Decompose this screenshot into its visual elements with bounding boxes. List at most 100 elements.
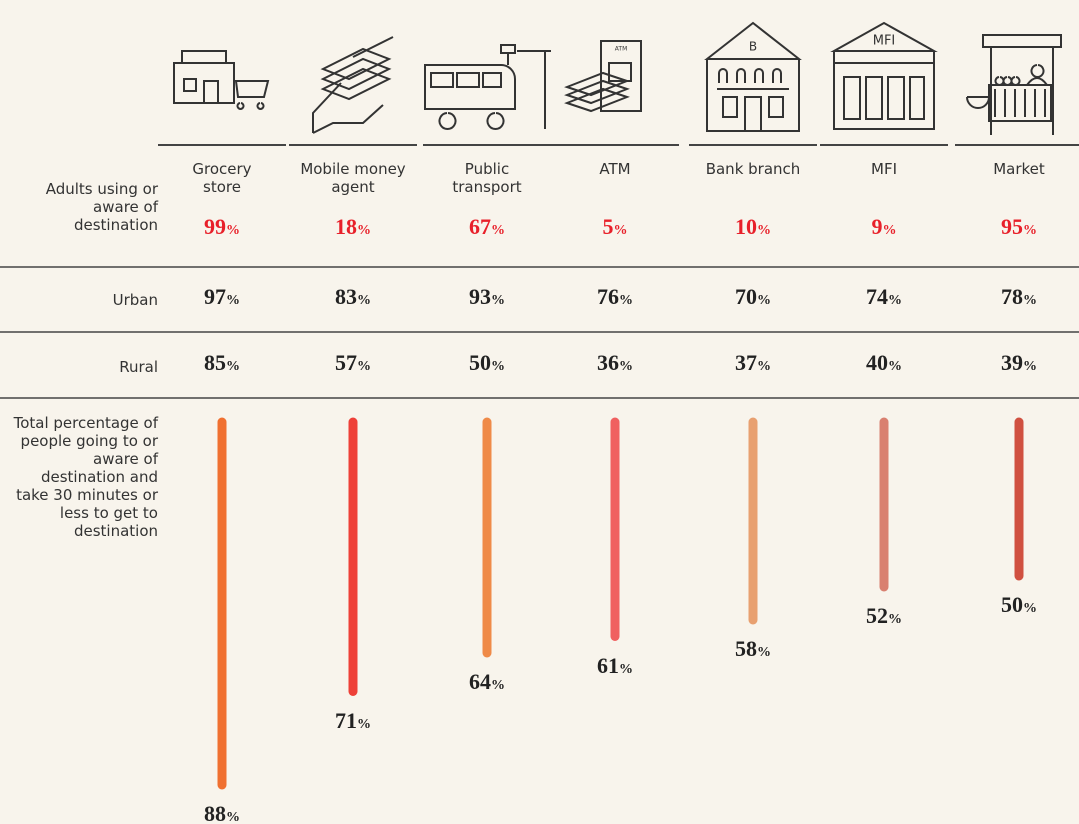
value: 76 bbox=[597, 284, 619, 309]
value: 36 bbox=[597, 350, 619, 375]
column-label: Mobile money agent bbox=[288, 160, 418, 196]
icon-bank: B bbox=[707, 23, 799, 131]
value: 50 bbox=[469, 350, 491, 375]
value-label: 52% bbox=[839, 607, 929, 629]
value-label: 37% bbox=[708, 354, 798, 376]
value-label: 39% bbox=[974, 354, 1064, 376]
unit: % bbox=[491, 293, 505, 308]
value: 78 bbox=[1001, 284, 1023, 309]
value: 67 bbox=[469, 214, 491, 239]
value: 40 bbox=[866, 350, 888, 375]
unit: % bbox=[619, 662, 633, 677]
value: 52 bbox=[866, 603, 888, 628]
unit: % bbox=[357, 359, 371, 374]
value-label: 9% bbox=[839, 218, 929, 240]
column-label: Public transport bbox=[442, 160, 532, 196]
value: 50 bbox=[1001, 592, 1023, 617]
value-label: 71% bbox=[308, 712, 398, 734]
value: 18 bbox=[335, 214, 357, 239]
unit: % bbox=[757, 293, 771, 308]
value-label: 97% bbox=[177, 288, 267, 310]
column-label: Bank branch bbox=[693, 160, 813, 178]
value-label: 85% bbox=[177, 354, 267, 376]
icon-atm: ATM bbox=[567, 41, 641, 111]
column-label: ATM bbox=[575, 160, 655, 178]
unit: % bbox=[757, 359, 771, 374]
value: 5 bbox=[603, 214, 614, 239]
unit: % bbox=[1023, 223, 1037, 238]
value-label: 61% bbox=[570, 657, 660, 679]
value-label: 99% bbox=[177, 218, 267, 240]
value-label: 76% bbox=[570, 288, 660, 310]
unit: % bbox=[226, 223, 240, 238]
separators bbox=[0, 267, 1079, 398]
column-label: Grocery store bbox=[182, 160, 262, 196]
unit: % bbox=[1023, 359, 1037, 374]
value: 95 bbox=[1001, 214, 1023, 239]
unit: % bbox=[888, 612, 902, 627]
unit: % bbox=[1023, 601, 1037, 616]
unit: % bbox=[357, 223, 371, 238]
value-label: 18% bbox=[308, 218, 398, 240]
value: 58 bbox=[735, 636, 757, 661]
unit: % bbox=[226, 810, 240, 824]
value: 85 bbox=[204, 350, 226, 375]
value: 88 bbox=[204, 801, 226, 824]
value-label: 93% bbox=[442, 288, 532, 310]
unit: % bbox=[491, 678, 505, 693]
infographic: ATM B MFI Adults using or aware of desti… bbox=[0, 0, 1079, 824]
unit: % bbox=[357, 293, 371, 308]
value-label: 10% bbox=[708, 218, 798, 240]
value-label: 57% bbox=[308, 354, 398, 376]
value-label: 70% bbox=[708, 288, 798, 310]
unit: % bbox=[883, 223, 897, 238]
value-label: 83% bbox=[308, 288, 398, 310]
icon-market bbox=[967, 35, 1061, 135]
graphics: ATM B MFI bbox=[0, 0, 1079, 824]
icon-atm-text: ATM bbox=[615, 46, 627, 53]
value-label: 67% bbox=[442, 218, 532, 240]
unit: % bbox=[757, 645, 771, 660]
value: 70 bbox=[735, 284, 757, 309]
unit: % bbox=[619, 293, 633, 308]
row-label: Rural bbox=[6, 358, 158, 376]
value: 10 bbox=[735, 214, 757, 239]
row-label: Adults using or aware of destination bbox=[6, 180, 158, 234]
value-label: 36% bbox=[570, 354, 660, 376]
value: 39 bbox=[1001, 350, 1023, 375]
value-label: 50% bbox=[442, 354, 532, 376]
unit: % bbox=[614, 223, 628, 238]
value-label: 78% bbox=[974, 288, 1064, 310]
value-label: 40% bbox=[839, 354, 929, 376]
value: 9 bbox=[872, 214, 883, 239]
unit: % bbox=[226, 359, 240, 374]
unit: % bbox=[226, 293, 240, 308]
value: 97 bbox=[204, 284, 226, 309]
unit: % bbox=[757, 223, 771, 238]
value: 99 bbox=[204, 214, 226, 239]
unit: % bbox=[888, 293, 902, 308]
value-label: 95% bbox=[974, 218, 1064, 240]
icon-mfi-text: MFI bbox=[873, 34, 896, 49]
value: 57 bbox=[335, 350, 357, 375]
value-label: 64% bbox=[442, 673, 532, 695]
row-label: Total percentage of people going to or a… bbox=[6, 414, 158, 540]
value: 83 bbox=[335, 284, 357, 309]
value-label: 74% bbox=[839, 288, 929, 310]
unit: % bbox=[357, 717, 371, 732]
unit: % bbox=[491, 223, 505, 238]
value: 37 bbox=[735, 350, 757, 375]
unit: % bbox=[491, 359, 505, 374]
icon-mobile-money bbox=[313, 37, 393, 133]
value: 71 bbox=[335, 708, 357, 733]
value: 93 bbox=[469, 284, 491, 309]
value-label: 50% bbox=[974, 596, 1064, 618]
unit: % bbox=[888, 359, 902, 374]
unit: % bbox=[1023, 293, 1037, 308]
value-label: 5% bbox=[570, 218, 660, 240]
value: 61 bbox=[597, 653, 619, 678]
unit: % bbox=[619, 359, 633, 374]
icon-mfi: MFI bbox=[834, 23, 934, 129]
column-label: Market bbox=[979, 160, 1059, 178]
icon-public-transport bbox=[425, 45, 551, 129]
